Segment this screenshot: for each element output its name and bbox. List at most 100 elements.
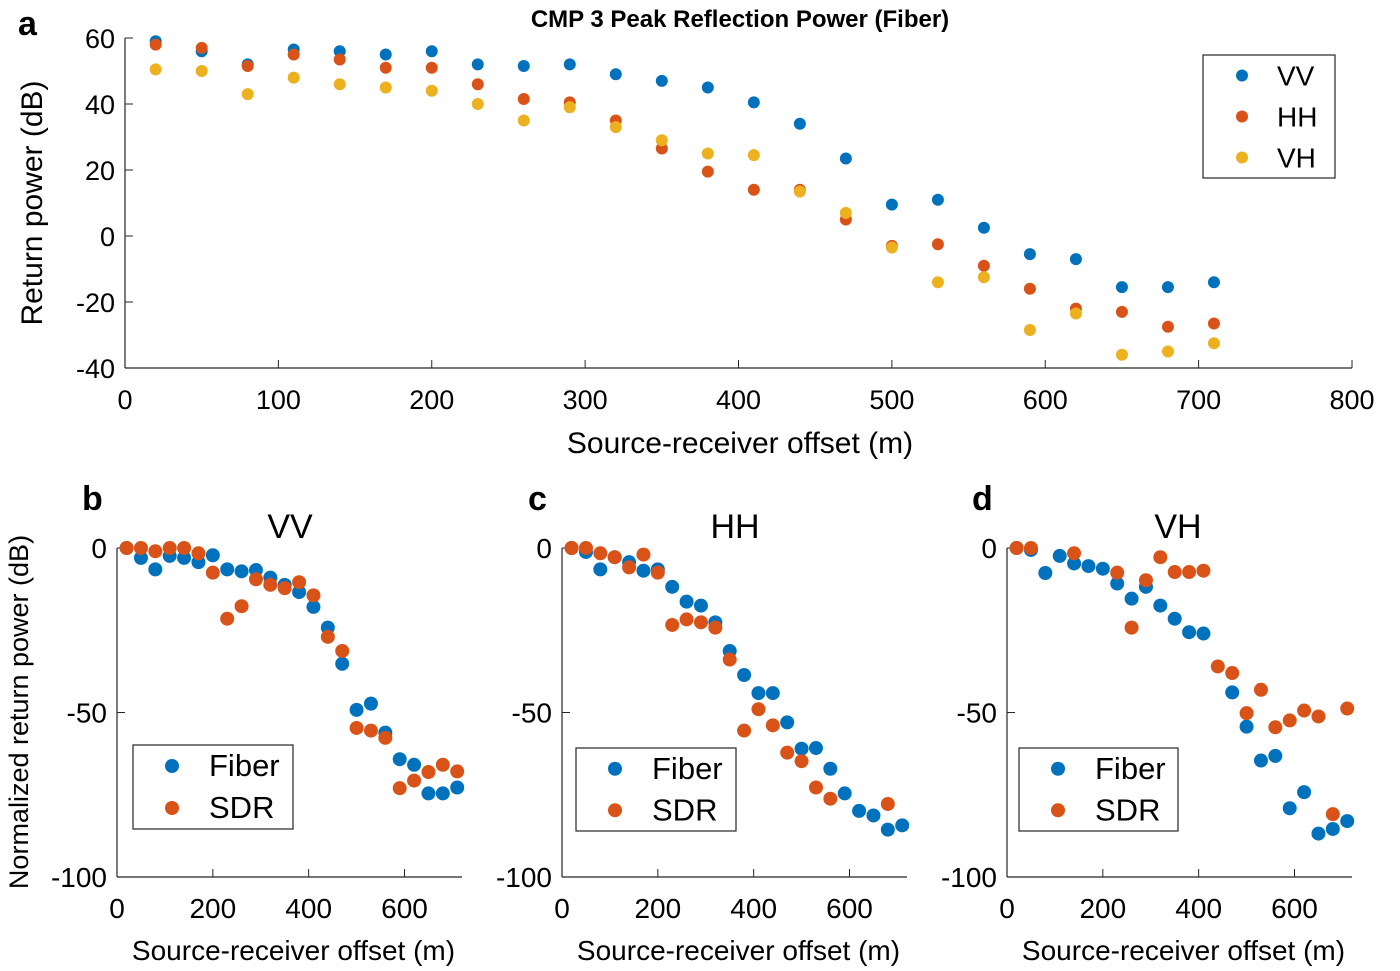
- chart-title: CMP 3 Peak Reflection Power (Fiber): [531, 6, 949, 33]
- data-point-fiber: [177, 550, 192, 565]
- data-point-vh: [1115, 348, 1128, 361]
- data-point-vv: [609, 68, 622, 81]
- data-point-hh: [195, 41, 208, 54]
- x-tick-label: 400: [716, 385, 761, 415]
- data-point-fiber: [234, 564, 249, 579]
- data-point-sdr: [650, 565, 665, 580]
- data-point-fiber: [1239, 719, 1254, 734]
- data-point-sdr: [407, 773, 422, 788]
- data-point-sdr: [148, 544, 163, 559]
- data-point-sdr: [1067, 546, 1082, 561]
- data-point-vv: [425, 45, 438, 58]
- legend-label: HH: [1277, 102, 1317, 133]
- data-point-fiber: [765, 686, 780, 701]
- data-point-sdr: [780, 745, 795, 760]
- data-point-fiber: [880, 822, 895, 837]
- data-point-vh: [517, 114, 530, 127]
- data-point-sdr: [435, 757, 450, 772]
- data-point-sdr: [880, 796, 895, 811]
- data-point-fiber: [1095, 561, 1110, 576]
- data-point-sdr: [607, 550, 622, 565]
- data-point-sdr: [248, 572, 263, 587]
- data-point-sdr: [320, 629, 335, 644]
- data-point-vh: [471, 98, 484, 110]
- data-point-fiber: [1182, 625, 1197, 640]
- data-point-vh: [241, 88, 254, 101]
- legend-marker-fiber: [165, 759, 179, 773]
- data-point-sdr: [292, 575, 307, 590]
- y-axis-label: Return power (dB): [16, 80, 49, 325]
- data-point-sdr: [1167, 565, 1182, 580]
- data-point-fiber: [1153, 598, 1168, 613]
- data-point-sdr: [693, 615, 708, 630]
- data-point-vh: [1069, 307, 1082, 320]
- x-tick-label: 400: [1175, 893, 1222, 924]
- data-point-hh: [287, 48, 300, 61]
- data-point-hh: [379, 61, 392, 74]
- x-tick-label: 100: [256, 385, 301, 415]
- data-point-sdr: [1340, 701, 1355, 716]
- panel-label: a: [18, 5, 38, 43]
- data-point-sdr: [1138, 573, 1153, 588]
- x-axis-label: Source-receiver offset (m): [1022, 935, 1345, 966]
- legend-label: Fiber: [209, 748, 280, 783]
- x-tick-label: 600: [826, 893, 873, 924]
- data-point-sdr: [1268, 720, 1283, 735]
- legend-label: SDR: [652, 792, 717, 827]
- data-point-sdr: [1225, 666, 1240, 681]
- data-point-fiber: [407, 757, 422, 772]
- data-point-vh: [747, 149, 760, 162]
- data-point-sdr: [708, 620, 723, 635]
- data-point-vh: [977, 271, 990, 284]
- data-point-vv: [517, 60, 530, 73]
- data-point-fiber: [1124, 591, 1139, 606]
- data-point-sdr: [306, 588, 321, 603]
- data-point-sdr: [205, 565, 220, 580]
- data-point-fiber: [823, 761, 838, 776]
- data-point-fiber: [335, 656, 350, 671]
- data-point-vh: [149, 63, 162, 76]
- data-point-sdr: [1297, 703, 1312, 718]
- legend-label: Fiber: [652, 751, 723, 786]
- data-point-fiber: [292, 585, 307, 600]
- data-point-vh: [793, 185, 806, 198]
- data-point-sdr: [636, 547, 651, 562]
- data-point-vh: [885, 241, 898, 254]
- x-tick-label: 800: [1329, 385, 1374, 415]
- x-axis-label: Source-receiver offset (m): [567, 427, 913, 460]
- data-point-vh: [701, 147, 714, 160]
- data-point-fiber: [1225, 685, 1240, 700]
- data-point-fiber: [636, 563, 651, 578]
- data-point-vv: [471, 58, 484, 71]
- legend-marker-sdr: [1051, 803, 1065, 818]
- data-point-fiber: [435, 786, 450, 801]
- x-tick-label: 700: [1176, 385, 1221, 415]
- legend-label: Fiber: [1095, 751, 1166, 786]
- x-tick-label: 400: [285, 893, 332, 924]
- data-point-fiber: [895, 818, 910, 833]
- data-point-vh: [609, 121, 622, 134]
- data-point-fiber: [1253, 753, 1268, 768]
- x-tick-label: 500: [869, 385, 914, 415]
- data-point-sdr: [191, 546, 206, 561]
- data-point-sdr: [722, 652, 737, 667]
- data-point-hh: [517, 93, 530, 106]
- data-point-sdr: [162, 541, 177, 555]
- data-point-sdr: [1282, 713, 1297, 728]
- data-point-vv: [885, 198, 898, 211]
- data-point-fiber: [794, 741, 809, 756]
- data-point-fiber: [852, 803, 867, 818]
- data-point-hh: [1161, 320, 1174, 333]
- x-tick-label: 200: [1079, 893, 1126, 924]
- data-point-fiber: [1268, 748, 1283, 763]
- y-tick-label: -50: [957, 698, 997, 729]
- data-point-sdr: [665, 617, 680, 632]
- legend-marker-fiber: [608, 761, 622, 776]
- data-point-fiber: [665, 579, 680, 594]
- data-point-sdr: [1325, 807, 1340, 822]
- x-tick-label: 600: [381, 893, 428, 924]
- data-point-hh: [747, 183, 760, 196]
- data-point-sdr: [1253, 682, 1268, 697]
- data-point-sdr: [1311, 709, 1326, 724]
